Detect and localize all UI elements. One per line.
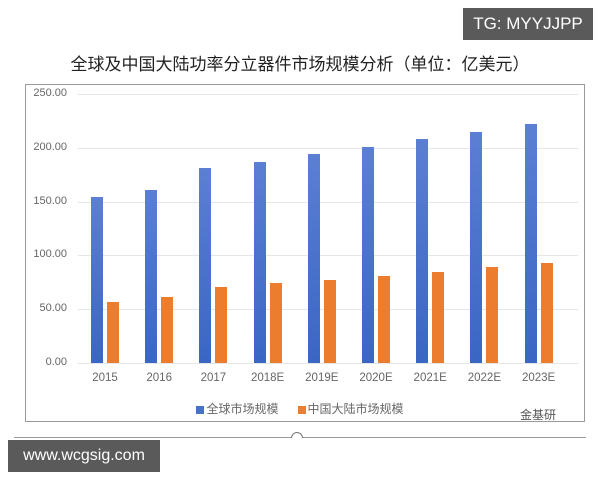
watermark-site: www.wcgsig.com [8, 440, 160, 472]
bar-china [269, 283, 282, 363]
y-tick-label: 100.00 [33, 248, 67, 261]
x-tick-label: 2017 [200, 372, 227, 384]
x-tick-label: 2020E [359, 372, 393, 384]
legend: 全球市场规模 中国大陆市场规模 [0, 400, 600, 417]
watermark-tg: TG: MYYJJPP [463, 8, 593, 40]
legend-item-china: 中国大陆市场规模 [297, 402, 404, 416]
y-tick-label: 50.00 [39, 302, 67, 315]
bar-global [362, 146, 374, 363]
bar-global [524, 124, 537, 363]
legend-swatch-blue [196, 405, 205, 414]
bar-global [416, 139, 429, 363]
bar-china [323, 280, 336, 363]
legend-item-global: 全球市场规模 [196, 402, 278, 416]
y-tick-label: 0.00 [45, 356, 67, 368]
source-watermark: 金基研 [520, 408, 557, 422]
bar-china [215, 286, 228, 363]
bar-global [91, 197, 103, 363]
x-tick-label: 2022E [467, 372, 502, 384]
legend-swatch-orange [297, 405, 306, 414]
bar-china [432, 271, 445, 363]
x-tick-label: 2016 [146, 372, 172, 384]
x-tick-label: 2018E [250, 372, 285, 384]
x-tick-label: 2023E [521, 372, 556, 384]
bar-china [540, 262, 553, 363]
y-tick-label: 250.00 [33, 87, 67, 99]
bar-global [253, 161, 266, 363]
bar-china [486, 267, 499, 363]
x-tick-label: 2019E [305, 372, 339, 384]
resize-handle [291, 432, 303, 438]
gridline [78, 201, 578, 203]
bar-china [107, 301, 119, 363]
y-tick-label: 150.00 [33, 194, 67, 207]
chart-title: 全球及中国大陆功率分立器件市场规模分析（单位：亿美元） [70, 55, 530, 75]
bar-china [161, 297, 174, 363]
chart-frame [25, 84, 585, 422]
x-tick-label: 2021E [413, 372, 447, 384]
gridline [78, 255, 578, 257]
gridline [78, 363, 578, 364]
bar-global [145, 189, 158, 363]
bar-global [470, 131, 483, 363]
bar-global [307, 154, 320, 363]
gridline [78, 147, 578, 149]
bar-global [199, 168, 212, 363]
x-tick-label: 2015 [92, 372, 118, 384]
y-tick-label: 200.00 [33, 140, 67, 153]
bar-china [378, 275, 390, 363]
gridline [78, 94, 578, 95]
